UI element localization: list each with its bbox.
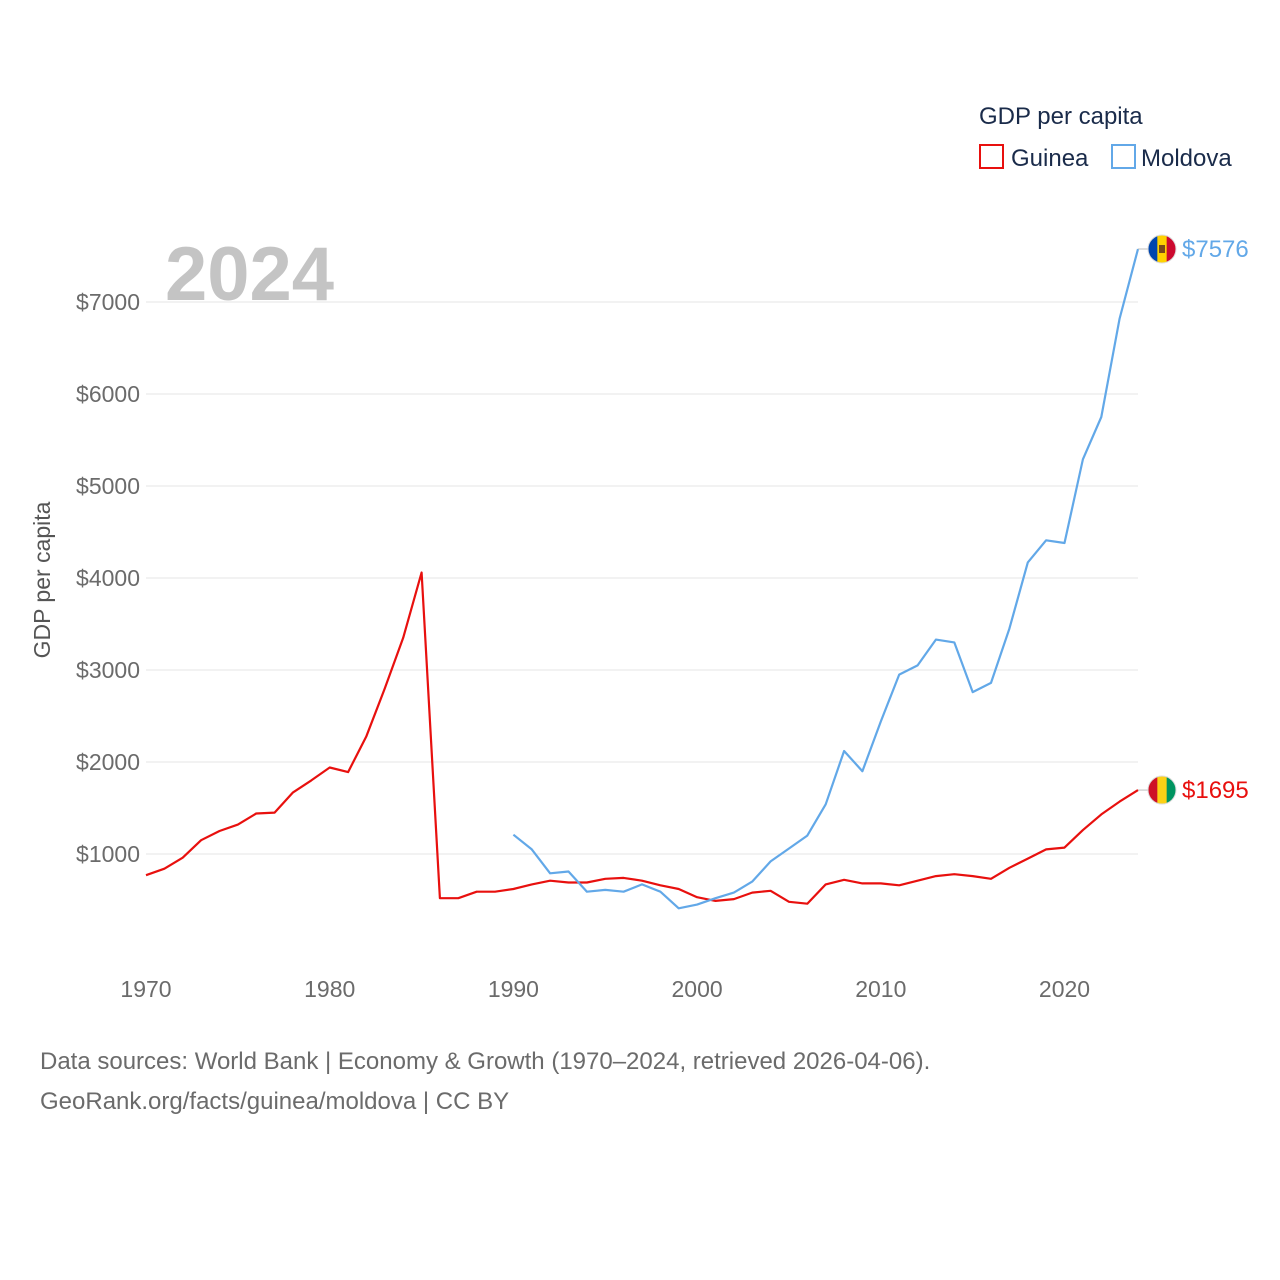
x-tick-label: 1990 — [488, 976, 539, 1002]
y-axis-title: GDP per capita — [29, 501, 55, 658]
guinea-flag-icon — [1148, 776, 1176, 805]
x-tick-label: 2000 — [672, 976, 723, 1002]
y-tick-label: $2000 — [76, 749, 140, 775]
y-tick-label: $1000 — [76, 841, 140, 867]
grid-lines — [146, 301, 1138, 855]
y-tick-label: $4000 — [76, 565, 140, 591]
gdp-line-chart: $1000 $2000 $3000 $4000 $5000 $6000 $7000 1970… — [29, 103, 1249, 1002]
legend-swatch-guinea — [979, 144, 1004, 169]
x-axis-ticks: 1970 1980 1990 2000 2010 2020 — [120, 976, 1090, 1002]
x-tick-label: 1980 — [304, 976, 355, 1002]
y-axis-ticks: $1000 $2000 $3000 $4000 $5000 $6000 $7000 — [76, 289, 140, 867]
year-label: 2024 — [165, 232, 334, 317]
footer-attribution: GeoRank.org/facts/guinea/moldova | CC BY — [40, 1088, 510, 1115]
legend-label-moldova: Moldova — [1141, 145, 1232, 172]
series-line-moldova — [512, 248, 1140, 910]
y-tick-label: $5000 — [76, 473, 140, 499]
legend-swatch-moldova — [1111, 144, 1136, 169]
series-lines — [145, 248, 1140, 910]
legend: GDP per capita Guinea Moldova — [979, 103, 1232, 172]
x-tick-label: 2010 — [855, 976, 906, 1002]
end-label-moldova: $7576 — [1182, 236, 1249, 263]
x-tick-label: 2020 — [1039, 976, 1090, 1002]
x-tick-label: 1970 — [120, 976, 171, 1002]
y-tick-label: $7000 — [76, 289, 140, 315]
end-label-guinea: $1695 — [1182, 777, 1249, 804]
series-line-guinea — [145, 571, 1139, 905]
y-tick-label: $6000 — [76, 381, 140, 407]
y-tick-label: $3000 — [76, 657, 140, 683]
legend-title: GDP per capita — [979, 103, 1143, 130]
footer-sources: Data sources: World Bank | Economy & Gro… — [40, 1048, 931, 1075]
legend-label-guinea: Guinea — [1011, 145, 1089, 172]
moldova-flag-icon — [1148, 235, 1176, 264]
footer: Data sources: World Bank | Economy & Gro… — [40, 1042, 930, 1122]
end-labels: $1695 $7576 — [1138, 234, 1249, 805]
